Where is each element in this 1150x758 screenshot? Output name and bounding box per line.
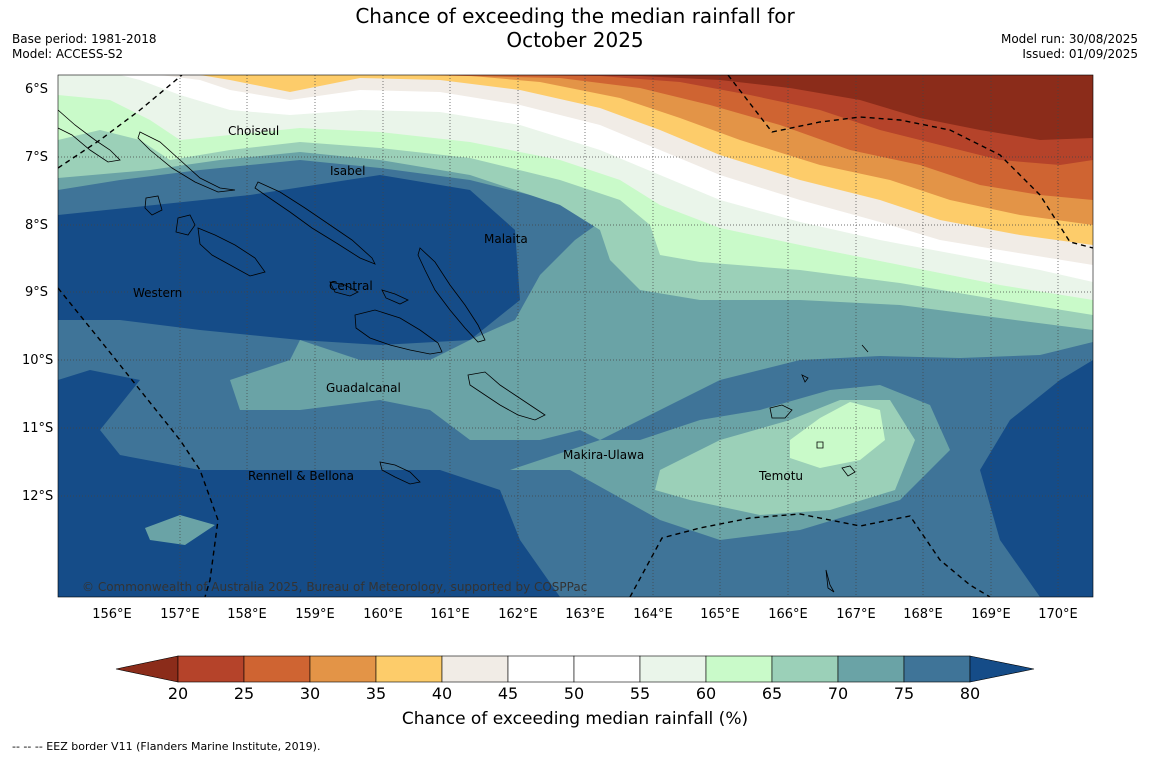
region-label-isabel: Isabel	[330, 164, 366, 178]
lon-label: 161°E	[430, 607, 470, 622]
island-isabel	[254, 181, 376, 265]
colorbar-arrow-high	[969, 655, 1035, 683]
island-santa-cruz	[769, 344, 869, 593]
colorbar-tick: 80	[959, 684, 981, 703]
lon-label: 169°E	[971, 607, 1011, 622]
base-period-text: Base period: 1981-2018	[12, 32, 157, 46]
colorbar-tick: 65	[761, 684, 783, 703]
region-label-choiseul: Choiseul	[228, 124, 280, 138]
lon-label: 157°E	[160, 607, 200, 622]
colorbar-segment	[177, 655, 245, 683]
eez-border-northwest	[58, 75, 183, 169]
lat-label: 6°S	[24, 82, 48, 97]
colorbar-label: Chance of exceeding median rainfall (%)	[401, 709, 749, 729]
colorbar-segment	[771, 655, 839, 683]
title-line-1: Chance of exceeding the median rainfall …	[355, 4, 795, 28]
colorbar-tick: 75	[893, 684, 915, 703]
eez-border-west	[58, 287, 219, 597]
lat-label: 12°S	[22, 489, 54, 504]
island-bougainville	[58, 109, 121, 163]
lat-label: 11°S	[22, 421, 54, 436]
island-malaita	[417, 247, 486, 343]
lon-label: 164°E	[633, 607, 673, 622]
lon-label: 156°E	[92, 607, 132, 622]
lat-label: 9°S	[24, 285, 48, 300]
island-makira	[467, 371, 546, 421]
contour-below-20	[540, 75, 1093, 140]
colorbar-tick: 40	[431, 684, 453, 703]
colorbar	[115, 655, 1035, 683]
colorbar-segment	[243, 655, 311, 683]
lon-label: 162°E	[498, 607, 538, 622]
copyright-text: © Commonwealth of Australia 2025, Bureau…	[82, 580, 588, 594]
region-label-central: Central	[329, 279, 373, 293]
meta-right: Model run: 30/08/2025 Issued: 01/09/2025	[1001, 32, 1138, 62]
probability-contours	[58, 75, 1093, 597]
lon-label: 158°E	[227, 607, 267, 622]
island-new-georgia	[144, 195, 266, 277]
lon-label: 170°E	[1038, 607, 1078, 622]
colorbar-segment	[441, 655, 509, 683]
model-text: Model: ACCESS-S2	[12, 47, 124, 61]
lon-label: 167°E	[836, 607, 876, 622]
colorbar-tick: 20	[167, 684, 189, 703]
colorbar-segment	[573, 655, 641, 683]
region-label-western: Western	[133, 286, 183, 300]
lat-label: 10°S	[22, 353, 54, 368]
island-outlines	[58, 109, 869, 593]
lon-label: 163°E	[565, 607, 605, 622]
region-label-temotu: Temotu	[759, 469, 804, 483]
contour-70-pocket-south	[145, 515, 215, 545]
colorbar-tick: 50	[563, 684, 585, 703]
map-frame	[57, 74, 1094, 598]
eez-border-northeast	[727, 75, 1093, 249]
lon-label: 159°E	[295, 607, 335, 622]
colorbar-segment	[903, 655, 971, 683]
colorbar-arrow-low	[115, 655, 179, 683]
map-title: Chance of exceeding the median rainfall …	[0, 4, 1150, 52]
meta-left: Base period: 1981-2018 Model: ACCESS-S2	[12, 32, 157, 62]
colorbar-tick: 35	[365, 684, 387, 703]
colorbar-segment	[837, 655, 905, 683]
island-florida	[329, 281, 409, 305]
island-choiseul	[137, 131, 236, 193]
lon-label: 166°E	[768, 607, 808, 622]
colorbar-segment	[507, 655, 575, 683]
lon-label: 165°E	[700, 607, 740, 622]
issued-text: Issued: 01/09/2025	[1022, 47, 1138, 61]
island-guadalcanal	[354, 309, 443, 355]
colorbar-tick: 30	[299, 684, 321, 703]
colorbar-tick: 70	[827, 684, 849, 703]
contour-80-pocket-nw	[58, 175, 520, 345]
title-line-2: October 2025	[506, 28, 644, 52]
region-label-guadalcanal: Guadalcanal	[326, 381, 401, 395]
lat-label: 8°S	[24, 218, 48, 233]
eez-legend-note: -- -- -- EEZ border V11 (Flanders Marine…	[12, 740, 321, 753]
region-label-rennell-bellona: Rennell & Bellona	[248, 469, 355, 483]
colorbar-segment	[705, 655, 773, 683]
eez-border-south	[629, 513, 991, 597]
region-label-makira-ulawa: Makira-Ulawa	[563, 448, 645, 462]
region-label-malaita: Malaita	[484, 232, 528, 246]
island-rennell	[379, 461, 421, 485]
colorbar-tick: 55	[629, 684, 651, 703]
colorbar-tick: 45	[497, 684, 519, 703]
eez-borders	[58, 75, 1093, 597]
colorbar-tick: 60	[695, 684, 717, 703]
lon-label: 168°E	[903, 607, 943, 622]
colorbar-tick: 25	[233, 684, 255, 703]
colorbar-segment	[639, 655, 707, 683]
lat-label: 7°S	[24, 150, 48, 165]
gridlines	[58, 75, 1093, 597]
colorbar-segment	[309, 655, 377, 683]
model-run-text: Model run: 30/08/2025	[1000, 32, 1138, 46]
lon-label: 160°E	[363, 607, 403, 622]
colorbar-segment	[375, 655, 443, 683]
